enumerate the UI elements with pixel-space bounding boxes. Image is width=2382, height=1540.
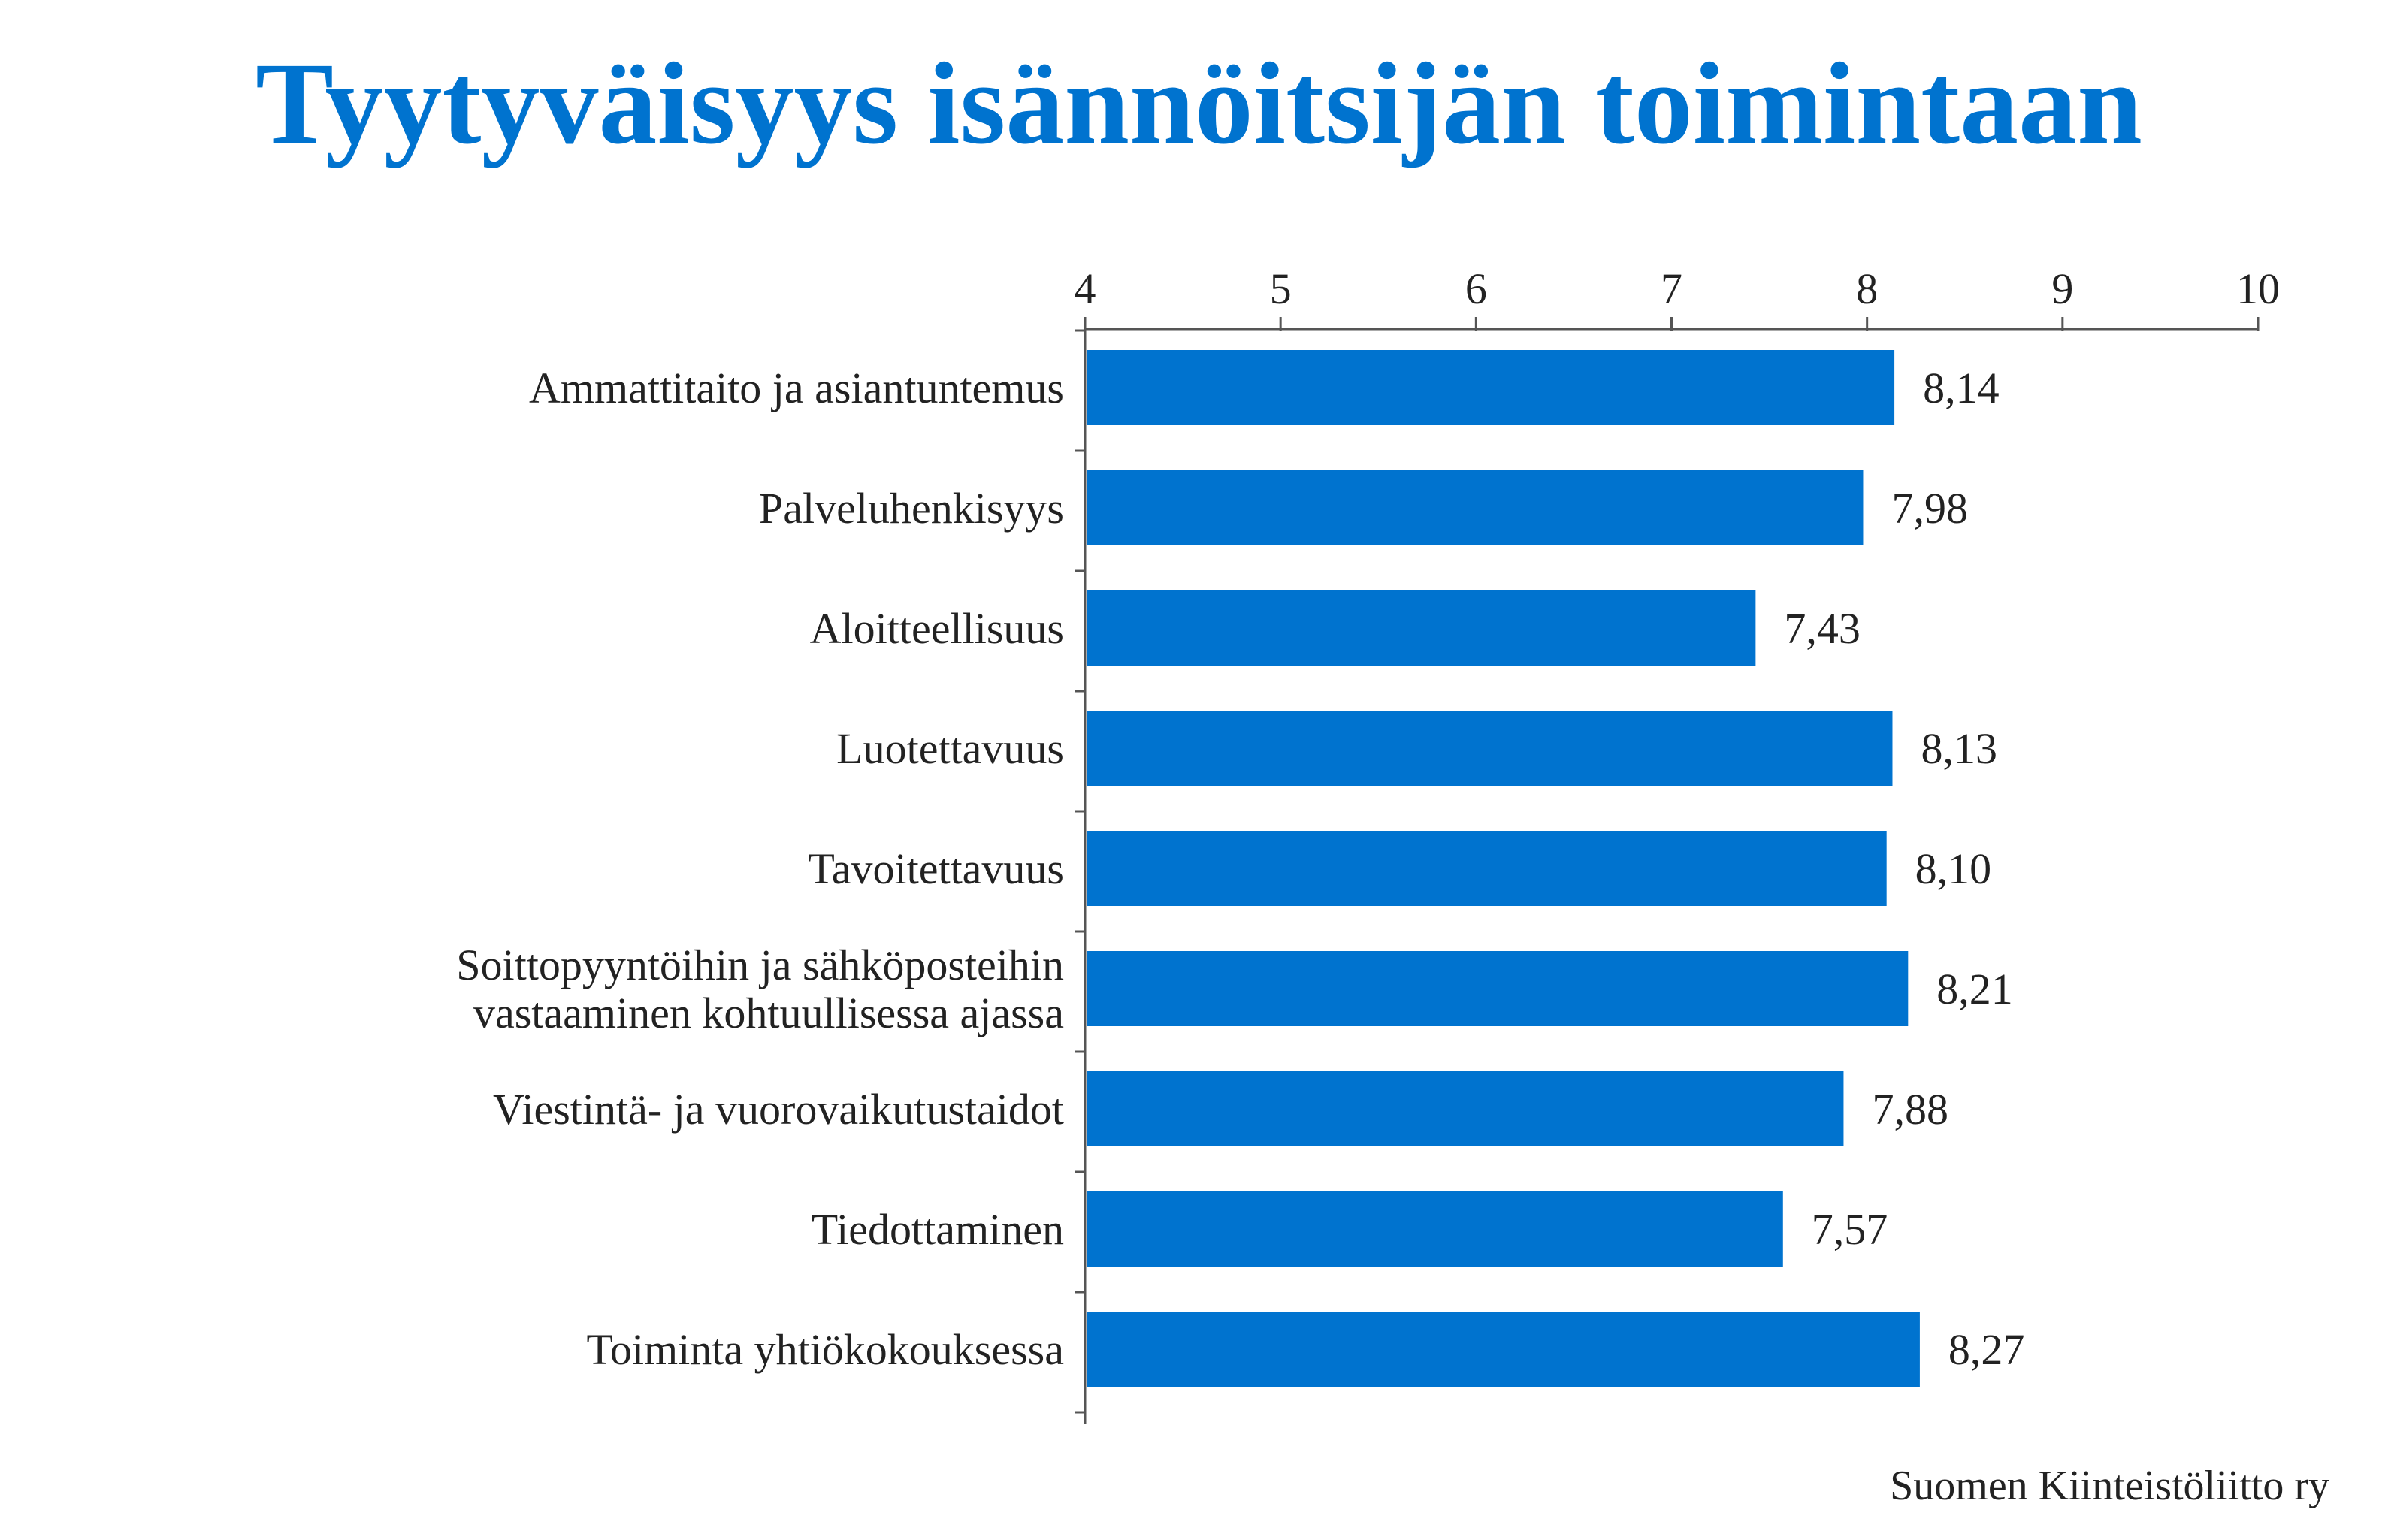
bar (1087, 1071, 1844, 1146)
bar-value-label: 8,14 (1923, 364, 2000, 412)
category-label: Tavoitettavuus (808, 844, 1064, 893)
x-tick-label: 10 (2236, 264, 2280, 313)
x-tick-label: 8 (1856, 264, 1878, 313)
bar (1087, 951, 1909, 1026)
bar (1087, 711, 1893, 786)
chart-title: Tyytyväisyys isännöitsijän toimintaan (255, 38, 2142, 168)
category-label: vastaaminen kohtuullisessa ajassa (473, 989, 1064, 1037)
bar (1087, 590, 1756, 666)
x-tick-label: 7 (1661, 264, 1682, 313)
x-tick-label: 4 (1075, 264, 1096, 313)
category-label: Viestintä- ja vuorovaikutustaidot (493, 1085, 1064, 1134)
labels-layer: 8,14 Ammattitaito ja asiantuntemus 7,98 Pal… (456, 364, 2024, 1374)
category-label: Palveluhenkisyys (759, 484, 1064, 533)
bar (1087, 470, 1864, 545)
bars-layer (1087, 350, 1920, 1387)
category-label: Ammattitaito ja asiantuntemus (529, 364, 1064, 412)
bar (1087, 1312, 1920, 1387)
category-label: Soittopyyntöihin ja sähköposteihin (456, 941, 1064, 989)
axis-layer: 4 5 6 7 8 9 10 (1075, 264, 2280, 1424)
x-tick-label: 9 (2051, 264, 2073, 313)
bar-value-label: 7,98 (1891, 484, 1968, 533)
bar-value-label: 8,27 (1948, 1325, 2025, 1374)
bar (1087, 350, 1895, 425)
category-label: Tiedottaminen (812, 1205, 1064, 1254)
x-tick-label: 6 (1465, 264, 1487, 313)
category-label: Aloitteellisuus (810, 604, 1064, 653)
x-tick-label: 5 (1270, 264, 1292, 313)
bar-value-label: 8,10 (1915, 844, 1992, 893)
bar-value-label: 8,13 (1921, 724, 1997, 773)
bar (1087, 831, 1887, 906)
bar-value-label: 7,57 (1812, 1205, 1888, 1254)
bar (1087, 1191, 1783, 1267)
bar-value-label: 7,43 (1784, 604, 1861, 653)
source-credit: Suomen Kiinteistöliitto ry (1890, 1463, 2329, 1509)
category-label: Toiminta yhtiökokouksessa (586, 1325, 1064, 1374)
category-label: Luotettavuus (836, 724, 1064, 773)
bar-value-label: 8,21 (1936, 965, 2013, 1013)
bar-value-label: 7,88 (1872, 1085, 1948, 1134)
